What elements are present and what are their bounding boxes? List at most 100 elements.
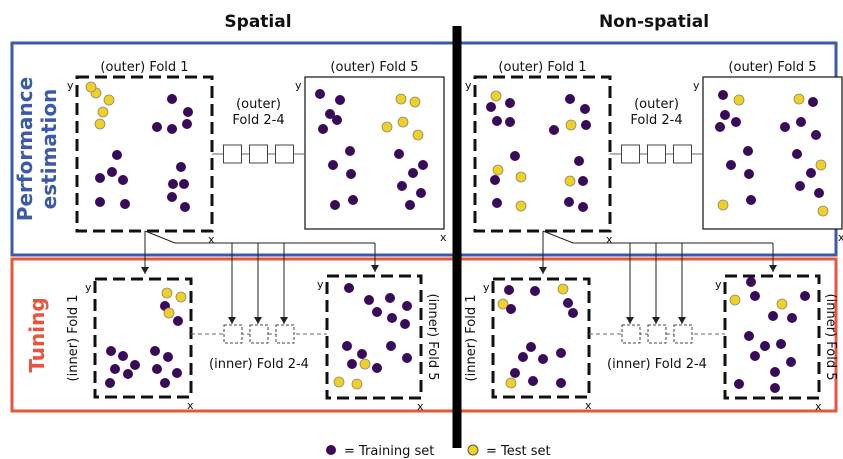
training-point bbox=[578, 202, 588, 212]
training-point bbox=[505, 117, 515, 127]
y-axis-label: y bbox=[483, 281, 490, 294]
outer-fold-2-4: (outer) Fold 2-4 bbox=[212, 97, 305, 163]
training-point bbox=[418, 160, 428, 170]
training-point bbox=[510, 368, 520, 378]
arrow-connector bbox=[543, 231, 773, 243]
test-point bbox=[491, 91, 501, 101]
training-point bbox=[492, 116, 502, 126]
training-point bbox=[318, 124, 328, 134]
training-point bbox=[556, 378, 566, 388]
training-point bbox=[112, 150, 122, 160]
test-point bbox=[493, 165, 503, 175]
arrow-head bbox=[280, 317, 288, 324]
test-point bbox=[734, 95, 744, 105]
outer-fold-1-box bbox=[77, 77, 212, 231]
x-axis-label: x bbox=[815, 400, 822, 413]
heading-spatial: Spatial bbox=[224, 12, 291, 32]
test-point bbox=[164, 308, 174, 318]
training-point bbox=[734, 379, 744, 389]
inner-fold-1-title: (inner) Fold 1 bbox=[464, 295, 479, 382]
training-point bbox=[400, 319, 410, 329]
y-axis-label: y bbox=[465, 79, 472, 92]
training-point bbox=[332, 115, 342, 125]
outer-fold-2-4-fold-box bbox=[674, 145, 692, 163]
inner-fold-5-title: (inner) Fold 5 bbox=[425, 294, 440, 381]
training-point bbox=[796, 117, 806, 127]
row-label-tuning: Tuning bbox=[25, 297, 49, 372]
training-point bbox=[768, 311, 778, 321]
training-point bbox=[510, 151, 520, 161]
training-point bbox=[385, 293, 395, 303]
training-point bbox=[770, 367, 780, 377]
training-point bbox=[563, 298, 573, 308]
outer-fold-1-title: (outer) Fold 1 bbox=[100, 60, 188, 75]
y-axis-label: y bbox=[85, 281, 92, 294]
training-point bbox=[526, 342, 536, 352]
arrow-head bbox=[371, 265, 379, 272]
training-point bbox=[345, 146, 355, 156]
training-point bbox=[168, 179, 178, 189]
training-point bbox=[715, 122, 725, 132]
training-point bbox=[346, 169, 356, 179]
training-point bbox=[372, 363, 382, 373]
y-axis-label: y bbox=[317, 278, 324, 291]
spatial-column: (outer) Fold 1yx(outer) Fold 5yx(outer) F… bbox=[66, 60, 447, 413]
test-point bbox=[334, 377, 344, 387]
training-point bbox=[167, 94, 177, 104]
inner-fold-2-4: (inner) Fold 2-4 bbox=[589, 325, 725, 372]
training-point bbox=[118, 351, 128, 361]
training-point bbox=[744, 331, 754, 341]
test-point bbox=[410, 97, 420, 107]
training-point bbox=[335, 95, 345, 105]
training-point bbox=[743, 146, 753, 156]
inner-fold-1: y x (inner) Fold 1 bbox=[66, 279, 194, 412]
training-point bbox=[107, 167, 117, 177]
training-point bbox=[183, 107, 193, 117]
arrow-head bbox=[141, 267, 149, 274]
training-point bbox=[394, 149, 404, 159]
training-point bbox=[746, 277, 756, 287]
training-point bbox=[110, 364, 120, 374]
inner-fold-1-title: (inner) Fold 1 bbox=[66, 295, 81, 382]
training-point bbox=[506, 304, 516, 314]
inner-fold-2-4-fold-box bbox=[648, 325, 666, 343]
training-point bbox=[811, 130, 821, 140]
test-point bbox=[176, 292, 186, 302]
training-point bbox=[800, 291, 810, 301]
training-point bbox=[167, 124, 177, 134]
training-point bbox=[173, 316, 183, 326]
arrow-head bbox=[626, 317, 634, 324]
x-axis-label: x bbox=[440, 231, 447, 244]
test-point bbox=[382, 122, 392, 132]
test-point bbox=[360, 359, 370, 369]
y-axis-label: y bbox=[693, 79, 700, 92]
outer-fold-2-4-label: (outer) Fold 2-4 bbox=[232, 97, 284, 128]
outer-fold-1: (outer) Fold 1 y x bbox=[67, 60, 215, 246]
training-point bbox=[372, 307, 382, 317]
legend-test-label: = Test set bbox=[486, 444, 551, 459]
training-point bbox=[106, 346, 116, 356]
training-point bbox=[130, 360, 140, 370]
training-point bbox=[565, 94, 575, 104]
legend-training-dot bbox=[326, 445, 336, 455]
training-point bbox=[160, 378, 170, 388]
training-point bbox=[718, 90, 728, 100]
test-point bbox=[516, 172, 526, 182]
inner-fold-2-4: (inner) Fold 2-4 bbox=[191, 325, 327, 372]
inner-fold-5: y x (inner) Fold 5 bbox=[317, 276, 440, 413]
training-point bbox=[342, 341, 352, 351]
test-point bbox=[777, 299, 787, 309]
training-point bbox=[123, 369, 133, 379]
training-point bbox=[492, 198, 502, 208]
inner-fold-1: y x (inner) Fold 1 bbox=[464, 279, 592, 412]
y-axis-label: y bbox=[67, 79, 74, 92]
arrow-head bbox=[769, 265, 777, 272]
legend-test-dot bbox=[468, 445, 478, 455]
outer-fold-2-4-fold-box bbox=[622, 145, 640, 163]
outer-fold-5: (outer) Fold 5 y x bbox=[693, 60, 843, 244]
training-point bbox=[746, 195, 756, 205]
training-point bbox=[167, 192, 177, 202]
training-point bbox=[750, 291, 760, 301]
test-point bbox=[398, 117, 408, 127]
